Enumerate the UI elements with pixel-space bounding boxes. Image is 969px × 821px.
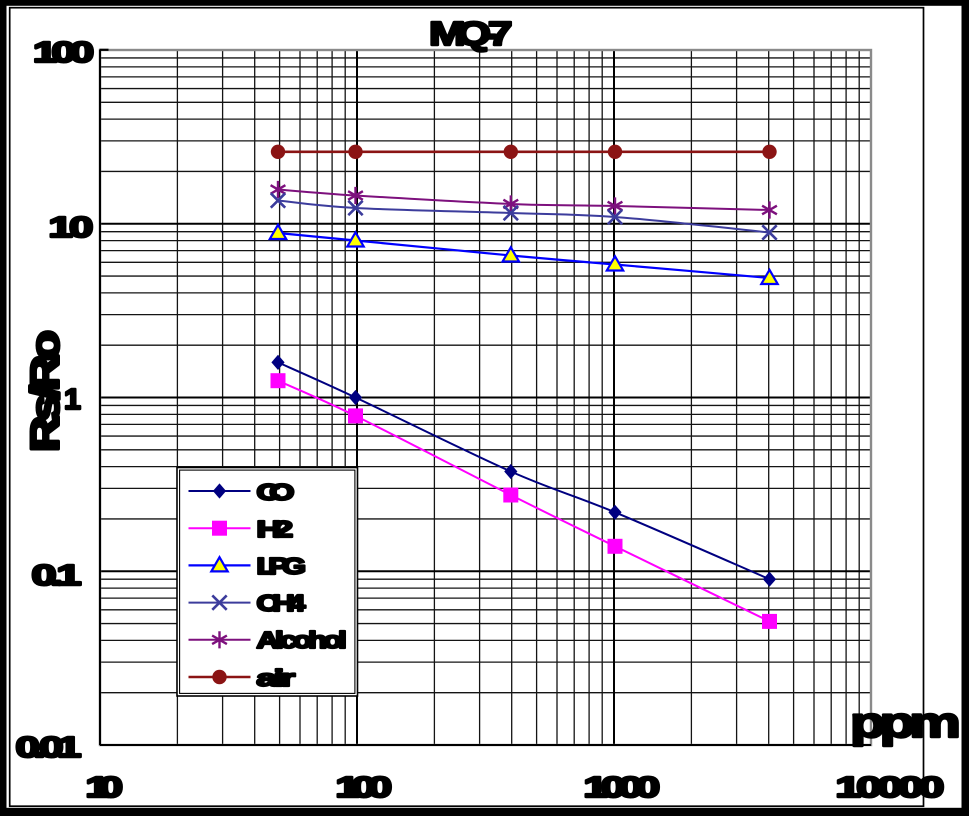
svg-text:1000: 1000 (584, 771, 660, 803)
svg-text:100: 100 (33, 36, 93, 68)
svg-text:Rs/Ro: Rs/Ro (22, 332, 67, 452)
svg-text:0.01: 0.01 (16, 731, 81, 763)
svg-text:1: 1 (64, 383, 80, 415)
svg-text:LPG: LPG (257, 553, 305, 579)
svg-text:air: air (257, 665, 296, 691)
svg-text:MQ-7: MQ-7 (429, 16, 511, 53)
svg-text:100: 100 (336, 771, 392, 803)
svg-text:10: 10 (49, 211, 93, 243)
svg-text:ppm: ppm (850, 698, 958, 746)
svg-text:Alcohol: Alcohol (257, 627, 346, 653)
svg-text:10000: 10000 (836, 771, 943, 804)
svg-text:0.1: 0.1 (32, 559, 81, 591)
